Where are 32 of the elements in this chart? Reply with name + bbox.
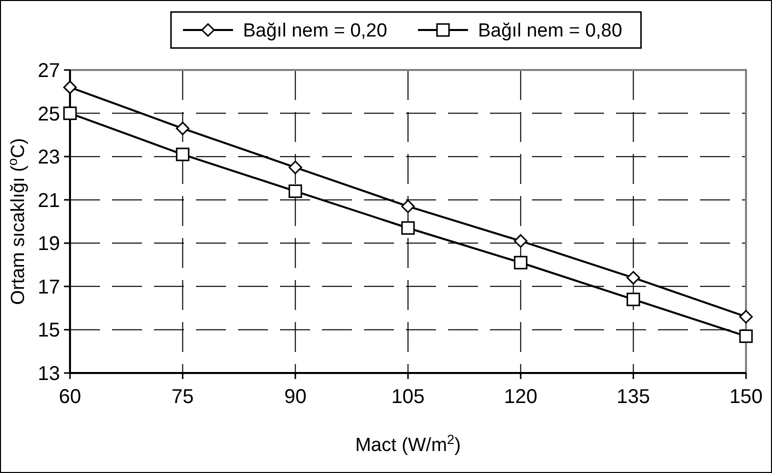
- point: [63, 80, 77, 94]
- point: [401, 200, 415, 214]
- y-tick-label: 19: [38, 233, 60, 256]
- y-tick-label: 15: [38, 320, 60, 342]
- x-tick-label: 150: [729, 386, 763, 408]
- point: [514, 256, 528, 270]
- x-tick-label: 75: [172, 386, 194, 408]
- point: [401, 221, 415, 235]
- x-tick-label: 120: [504, 386, 538, 408]
- point: [626, 271, 640, 285]
- point: [288, 184, 302, 198]
- legend-label: Bağıl nem = 0,80: [478, 20, 622, 42]
- point: [176, 148, 190, 162]
- point: [63, 106, 77, 120]
- x-tick-label: 60: [58, 386, 82, 408]
- point: [739, 310, 753, 324]
- y-tick-label: 13: [38, 363, 60, 385]
- point: [288, 160, 302, 174]
- point: [176, 122, 190, 136]
- point: [514, 234, 528, 248]
- y-tick-label: 25: [38, 103, 60, 126]
- legend-label: Bağıl nem = 0,20: [243, 20, 388, 42]
- y-tick-label: 21: [38, 190, 60, 212]
- y-tick-label: 27: [38, 60, 60, 82]
- y-tick-label: 23: [38, 146, 60, 169]
- point: [626, 292, 640, 306]
- point: [739, 329, 753, 343]
- x-axis-title: Mact (W/m$^{2}$): [355, 432, 461, 456]
- x-tick-label: 105: [391, 386, 425, 408]
- x-tick-label: 90: [284, 386, 306, 408]
- y-tick-label: 17: [38, 276, 60, 298]
- x-tick-label: 135: [616, 386, 650, 408]
